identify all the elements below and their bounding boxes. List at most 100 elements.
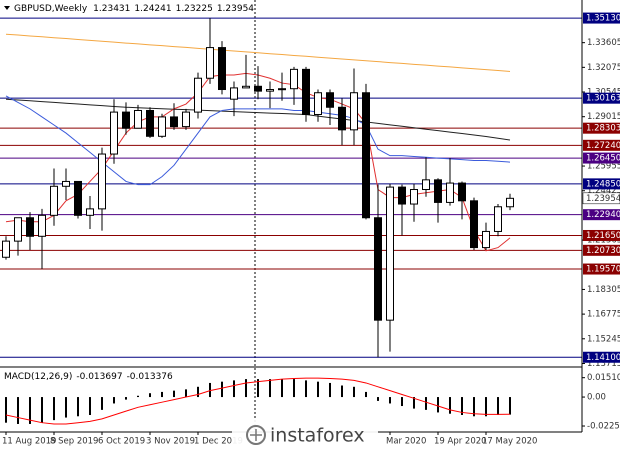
x-tick-label: 8 Sep 2019 bbox=[50, 437, 98, 447]
candle-body bbox=[26, 217, 34, 237]
last-low: 1.23225 bbox=[176, 4, 213, 14]
candle-body bbox=[314, 92, 322, 116]
candle-body bbox=[446, 182, 454, 203]
y-tick-label: 1.15245 bbox=[587, 334, 620, 344]
candle-body bbox=[470, 200, 478, 249]
candle-body bbox=[14, 217, 22, 242]
candle-body bbox=[458, 182, 466, 202]
y-tick-label: 1.16775 bbox=[587, 310, 620, 320]
candle-body bbox=[386, 186, 394, 321]
level-label: 1.19570 bbox=[586, 265, 620, 275]
last-close: 1.23954 bbox=[217, 4, 254, 14]
level-label-box bbox=[583, 92, 620, 104]
candle-body bbox=[374, 217, 382, 321]
watermark: instaforex bbox=[232, 420, 378, 450]
candle-body bbox=[230, 87, 238, 100]
chart-title: GBPUSD,Weekly 1.23431 1.24241 1.23225 1.2395… bbox=[14, 4, 254, 14]
candle-body bbox=[434, 179, 442, 203]
level-label-box bbox=[583, 351, 620, 363]
candle-body bbox=[278, 88, 286, 91]
x-tick-label: 6 Oct 2019 bbox=[98, 437, 145, 447]
candle-body bbox=[194, 77, 202, 113]
level-label-box bbox=[583, 178, 620, 190]
y-tick-label: 0.00 bbox=[587, 393, 606, 403]
candle-body bbox=[182, 111, 190, 128]
candle-body bbox=[206, 47, 214, 79]
symbol: GBPUSD,Weekly bbox=[14, 4, 88, 14]
y-tick-label: 1.13715 bbox=[587, 359, 620, 369]
candle-body bbox=[134, 109, 142, 129]
indicator-line bbox=[5, 33, 511, 72]
level-label-box bbox=[583, 152, 620, 164]
y-tick-label: 1.29015 bbox=[587, 112, 620, 122]
level-label: 1.22940 bbox=[586, 210, 620, 220]
y-tick-label: 1.32075 bbox=[587, 63, 620, 73]
last-open: 1.23431 bbox=[93, 4, 130, 14]
candle-body bbox=[122, 111, 130, 129]
candle-body bbox=[2, 240, 10, 258]
candle-body bbox=[98, 153, 106, 210]
candle-body bbox=[494, 206, 502, 232]
y-tick-label: 1.24425 bbox=[587, 186, 620, 196]
macd-title: MACD(12,26,9) -0.013697 -0.013376 bbox=[4, 372, 173, 382]
candle-body bbox=[254, 85, 262, 92]
candle-body bbox=[398, 186, 406, 205]
x-tick-label: 3 Nov 2019 bbox=[146, 437, 195, 447]
watermark-text: instaforex bbox=[270, 425, 365, 447]
candle-body bbox=[290, 68, 298, 90]
level-label: 1.14100 bbox=[586, 353, 620, 363]
level-label-box bbox=[583, 12, 620, 24]
level-label-box bbox=[583, 139, 620, 151]
candle-body bbox=[146, 109, 154, 137]
candle-body bbox=[302, 68, 310, 116]
current-price-box bbox=[582, 192, 620, 205]
overlay: 1.33605 1.32075 1.30545 1.29015 1.25955 1.244… bbox=[2, 12, 620, 447]
indicator-line bbox=[5, 95, 511, 186]
candle-body bbox=[86, 208, 94, 216]
candle-body bbox=[482, 230, 490, 249]
indicator-line bbox=[5, 98, 511, 141]
candle-body bbox=[62, 180, 70, 187]
watermark-logo-cross bbox=[250, 429, 262, 441]
plot bbox=[0, 17, 582, 425]
signal-last: -0.013376 bbox=[127, 372, 173, 382]
candle-body bbox=[110, 111, 118, 155]
candle-body bbox=[506, 197, 514, 208]
y-tick-label: -0.022595 bbox=[587, 422, 620, 432]
level-label: 1.28303 bbox=[586, 124, 620, 134]
candle-body bbox=[338, 106, 346, 131]
level-label-box bbox=[583, 229, 620, 241]
x-tick-label: 17 May 2020 bbox=[482, 437, 537, 447]
level-label: 1.26450 bbox=[586, 154, 620, 164]
level-label: 1.30163 bbox=[586, 94, 620, 104]
y-tick-label: 1.33605 bbox=[587, 38, 620, 48]
y-tick-label: 1.30545 bbox=[587, 88, 620, 98]
y-tick-label: 0.015107 bbox=[587, 373, 620, 383]
candle-body bbox=[266, 89, 274, 92]
macd-name: MACD(12,26,9) bbox=[4, 372, 72, 382]
level-label-box bbox=[583, 263, 620, 275]
level-label: 1.20730 bbox=[586, 246, 620, 256]
level-label-box bbox=[583, 209, 620, 221]
candle-body bbox=[170, 116, 178, 128]
current-price: 1.23954 bbox=[586, 194, 620, 204]
x-tick-label: 19 Apr 2020 bbox=[434, 437, 487, 447]
candle-body bbox=[38, 214, 46, 237]
candle-body bbox=[350, 92, 358, 131]
candle-body bbox=[422, 179, 430, 191]
x-tick-label: 1 Dec 2019 bbox=[194, 437, 243, 447]
candle-body bbox=[362, 92, 370, 219]
candle-body bbox=[50, 185, 58, 216]
y-tick-label: 1.25955 bbox=[587, 162, 620, 172]
candle-body bbox=[74, 180, 82, 216]
watermark-logo bbox=[246, 425, 266, 445]
candle-body bbox=[242, 85, 250, 89]
level-label-box bbox=[583, 122, 620, 134]
candle-body bbox=[410, 189, 418, 205]
candle-body bbox=[218, 47, 226, 91]
candle-body bbox=[326, 92, 334, 108]
level-label: 1.21650 bbox=[586, 231, 620, 241]
macd-last: -0.013697 bbox=[76, 372, 122, 382]
